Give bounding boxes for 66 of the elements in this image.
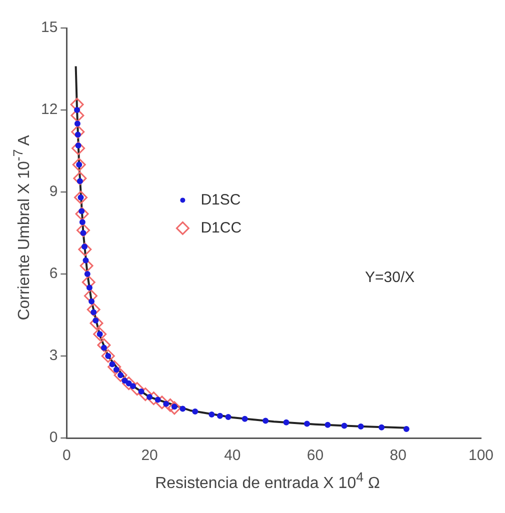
point — [130, 382, 144, 396]
x-tick-label: 0 — [62, 447, 71, 464]
y-tick-label: 9 — [49, 183, 58, 200]
point — [88, 298, 95, 304]
point — [84, 289, 98, 303]
point — [97, 338, 111, 352]
point — [72, 158, 86, 172]
point — [82, 275, 96, 289]
y-tick-label: 3 — [49, 347, 58, 364]
point — [242, 416, 248, 422]
point — [86, 302, 100, 316]
point — [304, 420, 310, 427]
point — [154, 396, 161, 403]
point — [262, 418, 269, 424]
point — [90, 316, 104, 330]
y-tick-label: 12 — [40, 101, 58, 118]
point — [122, 378, 128, 384]
point — [168, 401, 182, 415]
y-tick-label: 15 — [40, 19, 58, 36]
point — [101, 349, 115, 363]
x-tick-label: 40 — [224, 447, 241, 464]
point — [324, 422, 331, 428]
point — [93, 327, 107, 341]
point — [138, 388, 144, 395]
point — [146, 394, 153, 400]
point — [122, 376, 136, 390]
annotation: Y=30/X — [364, 269, 415, 286]
point — [180, 406, 186, 412]
point — [75, 207, 89, 221]
point — [73, 172, 87, 186]
point — [82, 257, 89, 264]
point — [76, 224, 90, 238]
x-tick-label: 60 — [306, 447, 324, 464]
point — [74, 120, 80, 127]
y-tick-label: 0 — [49, 429, 58, 446]
x-tick-label: 100 — [468, 447, 494, 464]
point — [72, 142, 86, 156]
y-tick-label: 6 — [49, 265, 58, 282]
point — [74, 107, 80, 113]
point — [192, 408, 198, 414]
point — [80, 259, 94, 273]
point — [84, 271, 90, 277]
point — [108, 360, 122, 374]
point — [403, 426, 410, 432]
point — [341, 422, 348, 429]
x-tick-label: 20 — [141, 447, 158, 464]
point — [378, 424, 385, 430]
point — [86, 284, 92, 291]
legend-label: D1SC — [200, 191, 241, 208]
point — [70, 108, 84, 122]
point — [358, 424, 364, 430]
point — [130, 383, 136, 390]
point — [74, 190, 88, 204]
point — [216, 412, 223, 419]
point — [79, 219, 86, 226]
point — [208, 411, 215, 418]
point — [283, 419, 290, 426]
x-axis-title: Resistencia de entrada X 10$^{4}$ Ω — [155, 470, 380, 492]
point — [71, 125, 85, 139]
point — [138, 388, 152, 402]
legend-label: D1CC — [200, 219, 242, 236]
point — [146, 392, 160, 406]
point — [78, 242, 92, 256]
x-tick-label: 80 — [390, 447, 406, 464]
point — [114, 368, 128, 382]
point — [225, 414, 232, 420]
